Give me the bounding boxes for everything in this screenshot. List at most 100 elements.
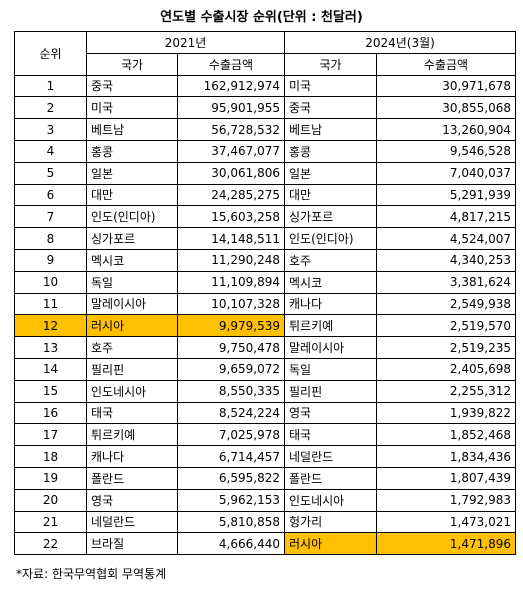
rank-cell: 8 (14, 227, 87, 250)
amount-2024-cell: 3,381,624 (376, 270, 516, 294)
amount-2021-cell: 56,728,532 (177, 118, 285, 141)
amount-2024-cell: 13,260,904 (376, 118, 516, 141)
table-row: 9 멕시코 11,290,248 호주 4,340,253 (14, 248, 516, 272)
amount-2024-cell: 2,255,312 (376, 379, 516, 403)
rank-cell: 13 (14, 336, 87, 359)
amount-2021-cell: 30,061,806 (177, 161, 285, 185)
amount-2024-cell: 4,817,215 (376, 205, 516, 229)
country-2024-cell: 캐나다 (284, 292, 377, 316)
table-row: 8 싱가포르 14,148,511 인도(인디아) 4,524,007 (14, 227, 516, 250)
amount-2024-cell: 30,971,678 (376, 74, 516, 98)
country-2021-cell: 말레이시아 (86, 292, 178, 316)
country-2021-cell: 네덜란드 (86, 510, 178, 534)
rank-cell: 6 (14, 183, 87, 207)
table-row: 7 인도(인디아) 15,603,258 싱가포르 4,817,215 (14, 205, 516, 229)
amount-2021-cell: 10,107,328 (177, 292, 285, 316)
table-row: 10 독일 11,109,894 멕시코 3,381,624 (14, 270, 516, 294)
country-2024-cell: 독일 (284, 357, 377, 381)
table-row: 22 브라질 4,666,440 러시아 1,471,896 (14, 532, 516, 556)
rank-cell: 5 (14, 161, 87, 185)
country-2021-cell: 멕시코 (86, 248, 178, 272)
amount-2021-cell: 15,603,258 (177, 205, 285, 229)
rank-cell: 11 (14, 292, 87, 316)
table-title: 연도별 수출시장 순위(단위 : 천달러) (160, 10, 363, 25)
country-2024-cell: 미국 (284, 74, 377, 98)
table-row: 20 영국 5,962,153 인도네시아 1,792,983 (14, 488, 516, 512)
amount-2021-cell: 162,912,974 (177, 74, 285, 98)
rank-cell: 3 (14, 118, 87, 141)
country-2021-cell: 필리핀 (86, 357, 178, 381)
amount-2024-cell: 2,405,698 (376, 357, 516, 381)
amount-2024-cell: 7,040,037 (376, 161, 516, 185)
country-2021-cell: 인도네시아 (86, 379, 178, 403)
amount-2024-cell: 1,939,822 (376, 401, 516, 425)
source-note: *자료: 한국무역협회 무역통계 (16, 567, 167, 581)
rank-cell: 21 (14, 510, 87, 534)
amount-2021-cell: 8,524,224 (177, 401, 285, 425)
header-year-2024: 2024년(3월) (284, 31, 516, 54)
amount-2021-cell: 24,285,275 (177, 183, 285, 207)
country-2021-cell: 대만 (86, 183, 178, 207)
country-2021-cell: 홍콩 (86, 139, 178, 163)
country-2021-cell: 캐나다 (86, 445, 178, 468)
table-row: 17 튀르키예 7,025,978 태국 1,852,468 (14, 423, 516, 447)
rank-cell: 18 (14, 445, 87, 468)
table-row: 19 폴란드 6,595,822 폴란드 1,807,439 (14, 466, 516, 490)
table-row: 5 일본 30,061,806 일본 7,040,037 (14, 161, 516, 185)
country-2024-cell: 헝가리 (284, 510, 377, 534)
table-row: 15 인도네시아 8,550,335 필리핀 2,255,312 (14, 379, 516, 403)
header-year-2021: 2021년 (86, 31, 285, 54)
header-country-2021: 국가 (86, 52, 178, 76)
table-row: 11 말레이시아 10,107,328 캐나다 2,549,938 (14, 292, 516, 316)
amount-2024-cell: 30,855,068 (376, 96, 516, 120)
country-2024-cell: 중국 (284, 96, 377, 120)
country-2021-cell: 독일 (86, 270, 178, 294)
header-country-2024: 국가 (284, 52, 377, 76)
country-2021-cell: 브라질 (86, 532, 178, 556)
country-2024-cell: 폴란드 (284, 466, 377, 490)
amount-2021-cell: 4,666,440 (177, 532, 285, 556)
country-2021-cell: 일본 (86, 161, 178, 185)
rank-cell: 20 (14, 488, 87, 512)
table-row: 13 호주 9,750,478 말레이시아 2,519,235 (14, 336, 516, 359)
country-2021-cell: 영국 (86, 488, 178, 512)
country-2024-cell: 필리핀 (284, 379, 377, 403)
country-2021-cell: 싱가포르 (86, 227, 178, 250)
amount-2024-cell: 2,519,570 (376, 314, 516, 338)
amount-2021-cell: 9,750,478 (177, 336, 285, 359)
amount-2024-cell: 1,807,439 (376, 466, 516, 490)
amount-2024-cell: 5,291,939 (376, 183, 516, 207)
country-2024-cell: 튀르키예 (284, 314, 377, 338)
table-row: 1 중국 162,912,974 미국 30,971,678 (14, 74, 516, 98)
amount-2021-cell: 95,901,955 (177, 96, 285, 120)
country-2024-cell: 영국 (284, 401, 377, 425)
table-row: 14 필리핀 9,659,072 독일 2,405,698 (14, 357, 516, 381)
country-2021-cell: 미국 (86, 96, 178, 120)
rank-cell: 16 (14, 401, 87, 425)
amount-2021-cell: 14,148,511 (177, 227, 285, 250)
country-2024-cell: 대만 (284, 183, 377, 207)
country-2021-cell: 호주 (86, 336, 178, 359)
country-2021-cell: 중국 (86, 74, 178, 98)
rank-cell: 7 (14, 205, 87, 229)
country-2021-cell: 인도(인디아) (86, 205, 178, 229)
rank-cell: 12 (14, 314, 87, 338)
amount-2021-cell: 8,550,335 (177, 379, 285, 403)
amount-2021-cell: 6,714,457 (177, 445, 285, 468)
rank-cell: 2 (14, 96, 87, 120)
country-2024-cell: 일본 (284, 161, 377, 185)
rank-cell: 10 (14, 270, 87, 294)
country-2024-cell: 홍콩 (284, 139, 377, 163)
table-row: 6 대만 24,285,275 대만 5,291,939 (14, 183, 516, 207)
country-2024-cell: 호주 (284, 248, 377, 272)
country-2021-cell: 베트남 (86, 118, 178, 141)
amount-2024-cell: 1,852,468 (376, 423, 516, 447)
country-2024-cell: 태국 (284, 423, 377, 447)
country-2021-cell: 튀르키예 (86, 423, 178, 447)
amount-2024-cell: 9,546,528 (376, 139, 516, 163)
amount-2021-cell: 7,025,978 (177, 423, 285, 447)
table-row: 16 태국 8,524,224 영국 1,939,822 (14, 401, 516, 425)
amount-2021-cell: 37,467,077 (177, 139, 285, 163)
amount-2024-cell: 1,834,436 (376, 445, 516, 468)
country-2024-cell: 인도(인디아) (284, 227, 377, 250)
